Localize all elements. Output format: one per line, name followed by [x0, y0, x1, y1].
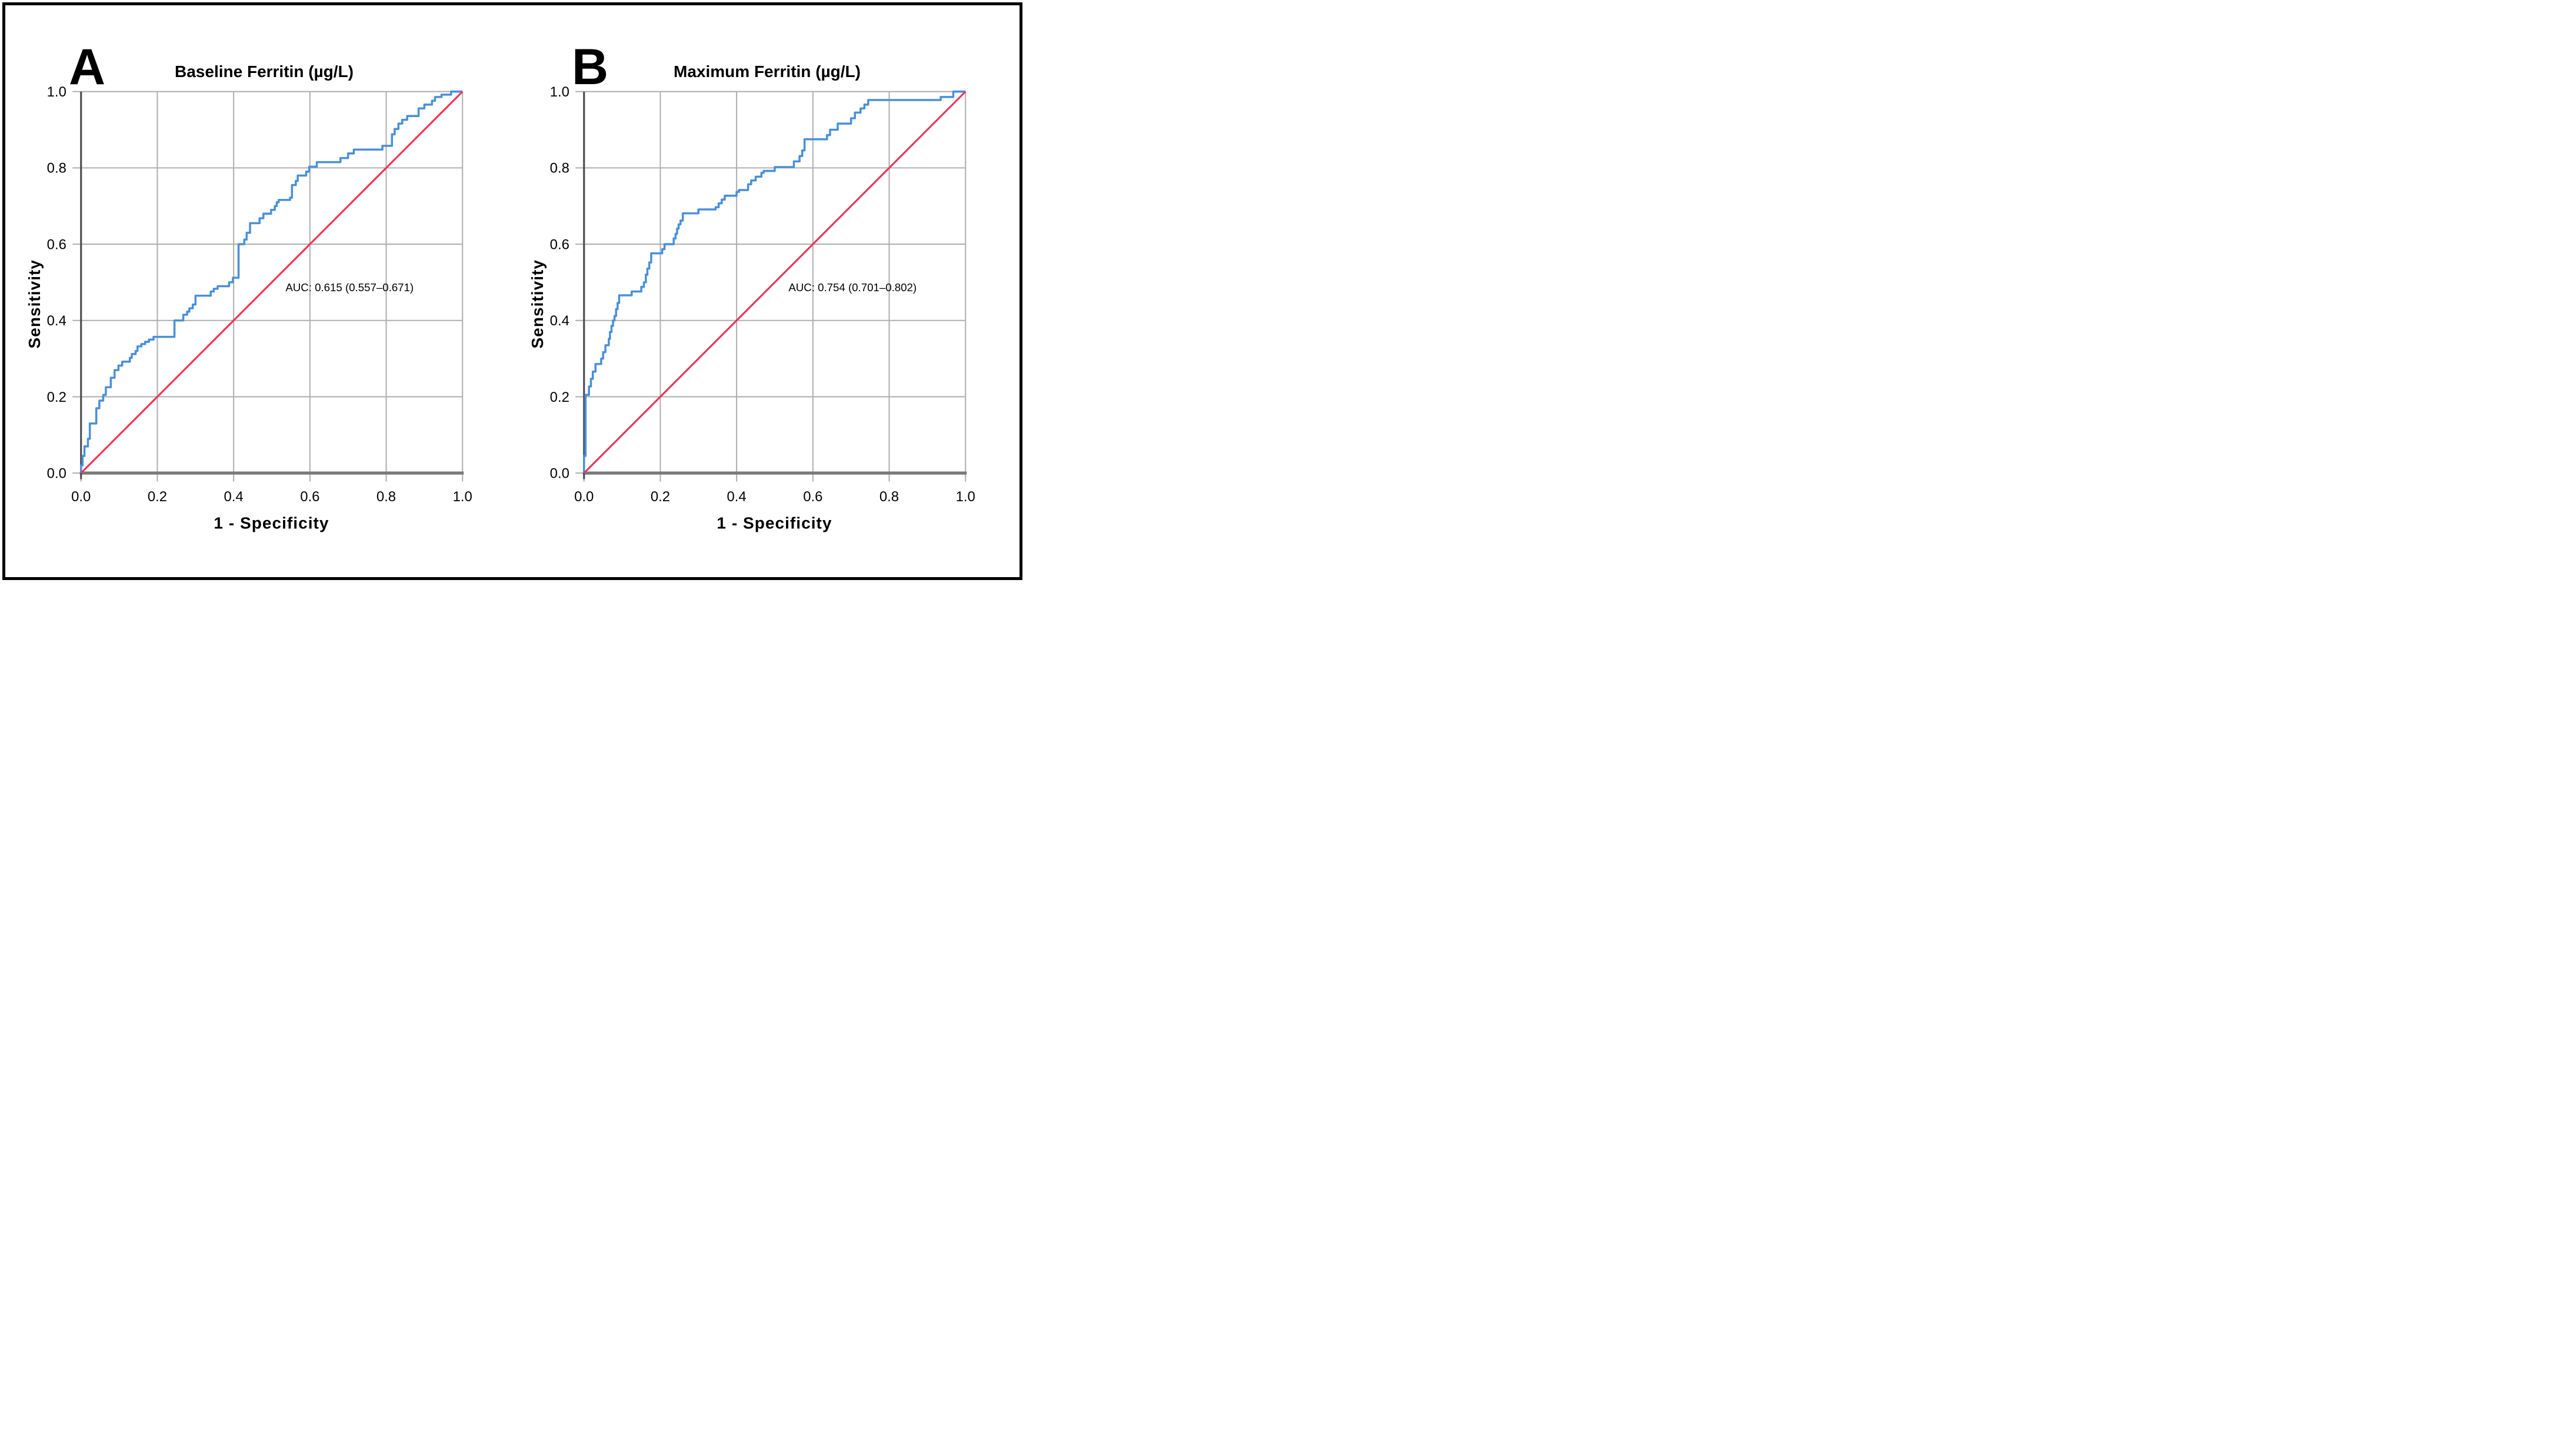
panel-a: A Baseline Ferritin (µg/L) 0.0 0.2 0.4 0.6 0… [23, 15, 511, 571]
chart-title: Baseline Ferritin (µg/L) [175, 62, 354, 81]
roc-chart-maximum-ferritin: Maximum Ferritin (µg/L) 0.0 0.2 0.4 0.6 0.8 1… [528, 62, 975, 532]
panel-b-label: B [572, 39, 609, 95]
x-tick-labels: 0.0 0.2 0.4 0.6 0.8 1.0 [574, 489, 975, 505]
axes [79, 91, 464, 479]
x-tick-label: 1.0 [453, 489, 472, 505]
x-tick-label: 0.2 [148, 489, 167, 505]
y-tick-label: 0.0 [550, 465, 569, 481]
roc-curve [79, 90, 463, 474]
y-tick-label: 1.0 [47, 84, 66, 100]
x-tick-label: 1.0 [956, 489, 975, 505]
roc-chart-baseline-ferritin: Baseline Ferritin (µg/L) 0.0 0.2 0.4 0.6 0.8… [25, 62, 472, 532]
y-tick-label: 0.8 [550, 161, 569, 176]
y-tick-label: 0.2 [47, 389, 66, 405]
x-tick-label: 0.2 [651, 489, 670, 505]
x-tick-label: 0.4 [727, 489, 747, 505]
chart-title: Maximum Ferritin (µg/L) [674, 62, 861, 81]
y-tick-label: 0.6 [550, 236, 569, 252]
diagonal-reference-line [80, 91, 464, 474]
y-tick-label: 0.0 [47, 465, 66, 481]
y-axis-title: Sensitivity [25, 259, 44, 348]
y-tick-label: 0.8 [47, 161, 66, 176]
x-tick-label: 0.0 [71, 489, 91, 505]
roc-curve [582, 90, 966, 474]
axes [582, 91, 967, 479]
x-tick-label: 0.6 [300, 489, 319, 505]
series-lines [79, 90, 464, 474]
y-tick-label: 0.2 [550, 389, 569, 405]
y-tick-labels: 0.0 0.2 0.4 0.6 0.8 1.0 [550, 84, 569, 481]
x-axis-title: 1 - Specificity [717, 514, 832, 532]
auc-annotation: AUC: 0.615 (0.557–0.671) [285, 281, 414, 294]
y-tick-label: 0.4 [550, 313, 569, 329]
auc-annotation: AUC: 0.754 (0.701–0.802) [788, 281, 917, 294]
diagonal-reference-line [583, 91, 967, 474]
panel-b: B Maximum Ferritin (µg/L) 0.0 0.2 0.4 0.6 0.… [526, 15, 1014, 571]
x-tick-labels: 0.0 0.2 0.4 0.6 0.8 1.0 [71, 489, 472, 505]
x-tick-label: 0.0 [574, 489, 594, 505]
series-lines [582, 90, 967, 474]
y-axis-title: Sensitivity [528, 259, 547, 348]
x-tick-label: 0.4 [224, 489, 244, 505]
panel-a-label: A [69, 39, 106, 95]
x-axis-title: 1 - Specificity [214, 514, 329, 532]
y-tick-label: 0.6 [47, 236, 66, 252]
y-tick-label: 1.0 [550, 84, 569, 100]
y-tick-label: 0.4 [47, 313, 66, 329]
x-tick-label: 0.6 [803, 489, 822, 505]
gridlines [72, 91, 464, 482]
x-tick-label: 0.8 [879, 489, 899, 505]
y-tick-labels: 0.0 0.2 0.4 0.6 0.8 1.0 [47, 84, 66, 481]
figure-roc-panels: A Baseline Ferritin (µg/L) 0.0 0.2 0.4 0.6 0… [2, 2, 1022, 580]
x-tick-label: 0.8 [377, 489, 396, 505]
